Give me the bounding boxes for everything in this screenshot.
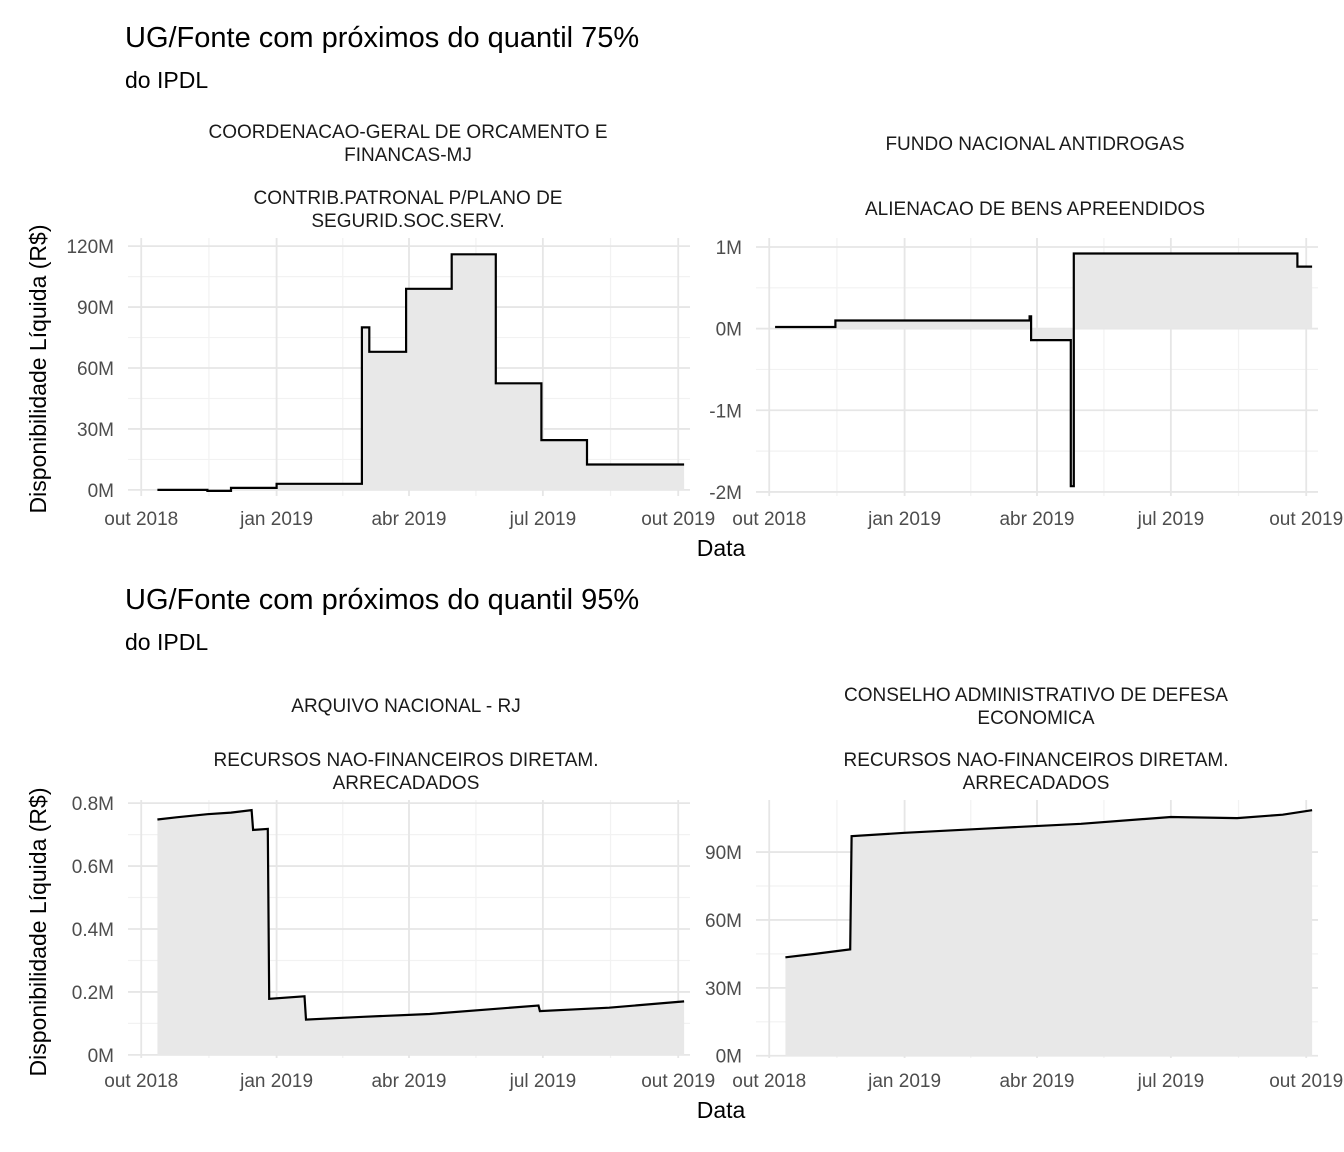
x-tick-label: jan 2019 bbox=[867, 1071, 941, 1092]
panel-strip-line: FINANCAS-MJ bbox=[344, 145, 472, 166]
figure-1-title: UG/Fonte com próximos do quantil 75% bbox=[125, 22, 640, 54]
figure-2-y-axis-label: Disponibilidade Líquida (R$) bbox=[25, 788, 51, 1077]
y-tick-label: -2M bbox=[709, 483, 742, 504]
x-tick-label: out 2019 bbox=[1269, 1071, 1343, 1092]
figure-1-subtitle: do IPDL bbox=[125, 67, 209, 93]
figure-1-y-axis-label: Disponibilidade Líquida (R$) bbox=[25, 225, 51, 514]
y-tick-label: 0M bbox=[88, 1046, 114, 1067]
x-tick-label: jul 2019 bbox=[1137, 1071, 1205, 1092]
x-tick-label: out 2019 bbox=[1269, 509, 1343, 530]
y-tick-label: 120M bbox=[66, 237, 114, 258]
series-line bbox=[785, 809, 1313, 959]
x-tick-label: jul 2019 bbox=[509, 509, 577, 530]
panel-strip-line: RECURSOS NAO-FINANCEIROS DIRETAM. bbox=[214, 750, 599, 771]
panel-1-cgo-mj: COORDENACAO-GERAL DE ORCAMENTO E FINANCA… bbox=[66, 122, 715, 530]
x-tick-label: out 2018 bbox=[732, 1071, 806, 1092]
y-tick-label: 90M bbox=[705, 843, 742, 864]
y-tick-label: 0M bbox=[716, 320, 742, 341]
y-tick-label: 30M bbox=[705, 979, 742, 1000]
panel-strip-line: FUNDO NACIONAL ANTIDROGAS bbox=[885, 134, 1184, 155]
panel-strip-line: ECONOMICA bbox=[977, 708, 1095, 729]
x-tick-label: abr 2019 bbox=[999, 1071, 1074, 1092]
y-tick-label: 0.2M bbox=[72, 983, 114, 1004]
x-tick-label: out 2018 bbox=[104, 1071, 178, 1092]
x-tick-label: abr 2019 bbox=[999, 509, 1074, 530]
x-tick-label: jan 2019 bbox=[239, 509, 313, 530]
series-area bbox=[775, 253, 1313, 487]
y-tick-label: 60M bbox=[77, 359, 114, 380]
panel-strip-line: CONSELHO ADMINISTRATIVO DE DEFESA bbox=[844, 685, 1228, 706]
y-tick-label: 0.6M bbox=[72, 857, 114, 878]
y-tick-label: 60M bbox=[705, 911, 742, 932]
figure-2-title: UG/Fonte com próximos do quantil 95% bbox=[125, 584, 640, 616]
panel-strip-line: RECURSOS NAO-FINANCEIROS DIRETAM. bbox=[844, 750, 1229, 771]
series-line bbox=[157, 253, 685, 492]
x-tick-label: out 2018 bbox=[104, 509, 178, 530]
panel-2-fundo-antidrogas: FUNDO NACIONAL ANTIDROGAS ALIENACAO DE B… bbox=[709, 134, 1343, 530]
x-tick-label: jan 2019 bbox=[867, 509, 941, 530]
series-area bbox=[157, 254, 685, 491]
panel-3-arquivo-nacional: ARQUIVO NACIONAL - RJ RECURSOS NAO-FINAN… bbox=[72, 696, 715, 1092]
panel-4-cade: CONSELHO ADMINISTRATIVO DE DEFESA ECONOM… bbox=[705, 685, 1343, 1092]
y-tick-label: -1M bbox=[709, 401, 742, 422]
panel-strip-line: ARRECADADOS bbox=[963, 773, 1110, 794]
x-tick-label: out 2019 bbox=[641, 509, 715, 530]
x-tick-label: abr 2019 bbox=[371, 509, 446, 530]
panel-strip-line: CONTRIB.PATRONAL P/PLANO DE bbox=[254, 188, 563, 209]
y-tick-label: 1M bbox=[716, 238, 742, 259]
panel-strip-line: ALIENACAO DE BENS APREENDIDOS bbox=[865, 199, 1205, 220]
series-line bbox=[775, 252, 1313, 488]
series-area bbox=[157, 810, 685, 1055]
figure-1-x-axis-label: Data bbox=[697, 535, 746, 561]
y-tick-label: 0.4M bbox=[72, 920, 114, 941]
panel-strip-line: COORDENACAO-GERAL DE ORCAMENTO E bbox=[208, 122, 607, 143]
x-tick-label: out 2018 bbox=[732, 509, 806, 530]
x-tick-label: jan 2019 bbox=[239, 1071, 313, 1092]
series-line bbox=[157, 808, 685, 1021]
figure-2-x-axis-label: Data bbox=[697, 1097, 746, 1123]
y-tick-label: 0.8M bbox=[72, 794, 114, 815]
panel-strip-line: ARQUIVO NACIONAL - RJ bbox=[291, 696, 520, 717]
y-tick-label: 0M bbox=[716, 1047, 742, 1068]
x-tick-label: abr 2019 bbox=[371, 1071, 446, 1092]
y-tick-label: 0M bbox=[88, 481, 114, 502]
x-tick-label: jul 2019 bbox=[509, 1071, 577, 1092]
y-tick-label: 30M bbox=[77, 420, 114, 441]
panel-strip-line: ARRECADADOS bbox=[333, 773, 480, 794]
series-area bbox=[785, 810, 1313, 1056]
x-tick-label: jul 2019 bbox=[1137, 509, 1205, 530]
figure-2-subtitle: do IPDL bbox=[125, 629, 209, 655]
y-tick-label: 90M bbox=[77, 298, 114, 319]
panel-strip-line: SEGURID.SOC.SERV. bbox=[311, 211, 504, 232]
x-tick-label: out 2019 bbox=[641, 1071, 715, 1092]
